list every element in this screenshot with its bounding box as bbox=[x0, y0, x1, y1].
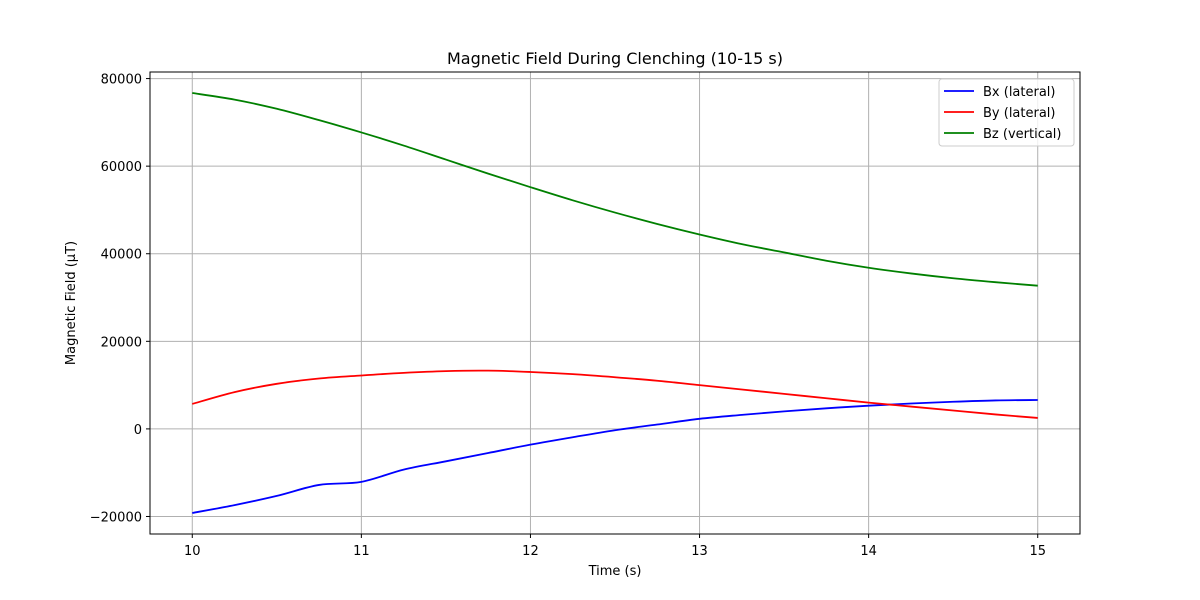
x-tick-label: 13 bbox=[691, 544, 708, 559]
y-tick-label: 60000 bbox=[101, 160, 142, 175]
y-tick-label: 40000 bbox=[101, 248, 142, 263]
chart-title: Magnetic Field During Clenching (10-15 s… bbox=[447, 49, 783, 68]
legend-label-1: By (lateral) bbox=[983, 106, 1055, 121]
legend-label-2: Bz (vertical) bbox=[983, 127, 1062, 142]
x-tick-label: 14 bbox=[860, 544, 877, 559]
series-line-2 bbox=[192, 92, 1038, 287]
x-tick-label: 11 bbox=[353, 544, 370, 559]
legend-label-0: Bx (lateral) bbox=[983, 85, 1055, 100]
legend-box bbox=[938, 78, 1075, 147]
y-tick-label: 80000 bbox=[101, 73, 142, 88]
grid bbox=[150, 72, 1080, 534]
legend: Bx (lateral) By (lateral) Bz (vertical) bbox=[938, 78, 1075, 147]
y-tick-label: 0 bbox=[134, 423, 142, 438]
y-axis-label: Magnetic Field (μT) bbox=[64, 241, 79, 365]
x-axis-label: Time (s) bbox=[588, 564, 642, 579]
y-tick-label: 20000 bbox=[101, 335, 142, 350]
series-line-1 bbox=[192, 369, 1038, 419]
x-tick-label: 12 bbox=[522, 544, 539, 559]
series-lines bbox=[192, 92, 1038, 514]
series-line-0 bbox=[192, 399, 1038, 514]
axis-ticks: 10 11 12 13 14 15 −20000 0 20000 40000 60000 80000 bbox=[90, 73, 1046, 559]
plot-area-frame bbox=[149, 71, 1081, 535]
y-tick-label: −20000 bbox=[90, 510, 142, 525]
x-tick-label: 10 bbox=[184, 544, 201, 559]
x-tick-label: 15 bbox=[1029, 544, 1046, 559]
